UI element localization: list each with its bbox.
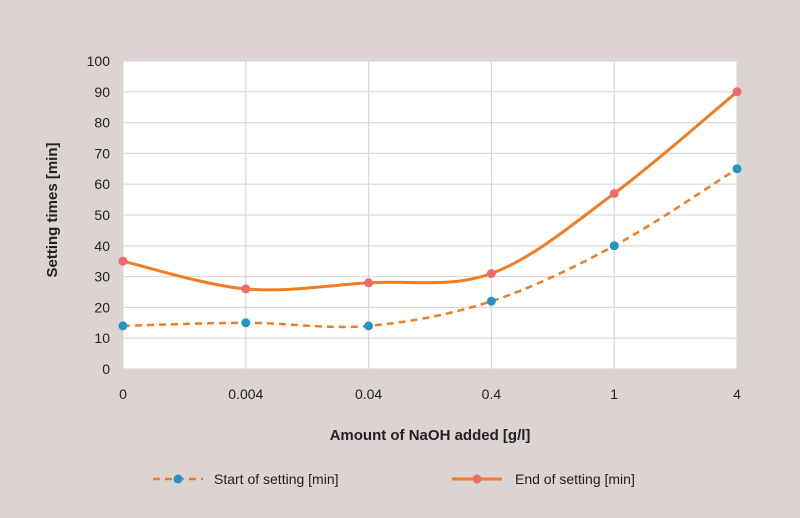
y-tick-label: 50 — [94, 207, 110, 223]
y-tick-label: 40 — [94, 238, 110, 254]
y-tick-label: 0 — [102, 361, 110, 377]
legend-swatch-marker — [173, 474, 183, 484]
series-line — [122, 167, 738, 329]
y-tick-label: 70 — [94, 145, 110, 161]
x-tick-label: 1 — [610, 386, 618, 402]
grid — [122, 60, 738, 370]
x-tick-label: 0.004 — [228, 386, 263, 402]
series-end-of-setting — [118, 87, 742, 294]
data-point — [364, 321, 374, 331]
x-axis-title: Amount of NaOH added [g/l] — [330, 427, 531, 444]
x-tick-label: 0 — [119, 386, 127, 402]
y-tick-label: 30 — [94, 269, 110, 285]
y-axis-ticks: 0 10 20 30 40 50 60 70 80 90 100 — [87, 53, 111, 377]
data-point — [732, 87, 742, 97]
y-tick-label: 100 — [87, 53, 111, 69]
x-axis-ticks: 0 0.004 0.04 0.4 1 4 — [119, 386, 741, 402]
legend-label: End of setting [min] — [515, 471, 635, 487]
legend: Start of setting [min] End of setting [mi… — [153, 471, 635, 487]
legend-item: Start of setting [min] — [153, 471, 339, 487]
data-point — [118, 256, 128, 266]
y-tick-label: 80 — [94, 115, 110, 131]
y-tick-label: 20 — [94, 299, 110, 315]
x-tick-label: 0.4 — [482, 386, 502, 402]
legend-item: End of setting [min] — [452, 471, 635, 487]
data-point — [486, 269, 496, 279]
y-tick-label: 10 — [94, 330, 110, 346]
data-point — [486, 296, 496, 306]
series-line — [122, 90, 738, 292]
data-point — [609, 241, 619, 251]
y-axis-title: Setting times [min] — [44, 142, 61, 277]
legend-swatch-marker — [472, 474, 482, 484]
data-point — [241, 318, 251, 328]
series — [118, 87, 742, 331]
data-point — [118, 321, 128, 331]
y-tick-label: 90 — [94, 84, 110, 100]
x-tick-label: 4 — [733, 386, 741, 402]
x-tick-label: 0.04 — [355, 386, 382, 402]
y-tick-label: 60 — [94, 176, 110, 192]
data-point — [609, 188, 619, 198]
data-point — [364, 278, 374, 288]
series-start-of-setting — [118, 164, 742, 331]
legend-label: Start of setting [min] — [214, 471, 339, 487]
data-point — [241, 284, 251, 294]
data-point — [732, 164, 742, 174]
